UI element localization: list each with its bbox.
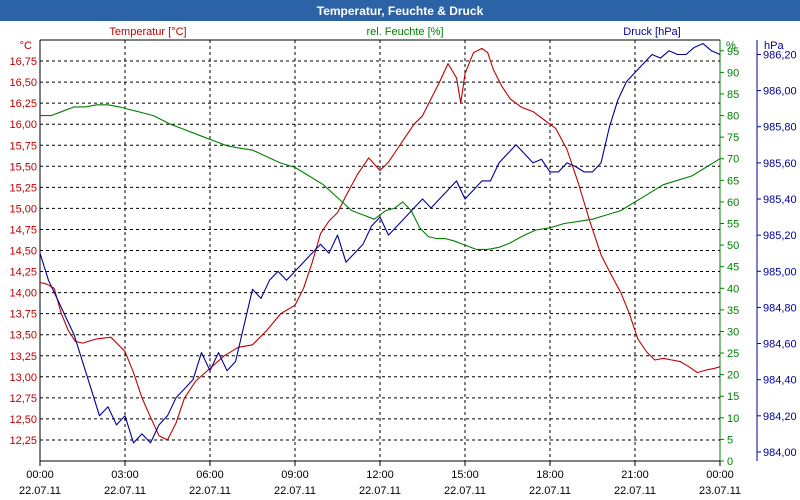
temperature-tick-label: 12,75: [9, 393, 37, 405]
pressure-tick-label: 985,20: [763, 230, 797, 242]
chart-title: Temperatur, Feuchte & Druck: [317, 4, 484, 18]
humidity-tick-label: 80: [727, 111, 739, 123]
x-tick-label-date: 22.07.11: [614, 485, 656, 497]
temperature-tick-label: 12,50: [9, 414, 37, 426]
x-tick-label-time: 21:00: [621, 469, 649, 481]
temperature-tick-label: 13,50: [9, 330, 37, 342]
title-bar: [0, 0, 800, 21]
x-tick-label-time: 12:00: [366, 469, 394, 481]
temperature-tick-label: 15,00: [9, 203, 37, 215]
x-tick-label-time: 09:00: [281, 469, 309, 481]
axis-labels: 00:00 22.07.11 03:00 22.07.11 06:00 22.07.11 0…: [9, 26, 796, 497]
temperature-tick-label: 16,25: [9, 98, 37, 110]
x-tick-label-date: 22.07.11: [529, 485, 571, 497]
pressure-tick-label: 986,20: [763, 49, 797, 61]
humidity-tick-label: 75: [727, 132, 739, 144]
humidity-tick-label: 15: [727, 391, 739, 403]
temperature-series-line: [39, 47, 721, 441]
humidity-tick-label: 40: [727, 283, 739, 295]
x-tick-label-date: 23.07.11: [699, 485, 741, 497]
humidity-tick-label: 70: [727, 154, 739, 166]
x-tick-label-date: 22.07.11: [359, 485, 401, 497]
humidity-tick-label: 65: [727, 175, 739, 187]
pressure-tick-label: 985,00: [763, 266, 797, 278]
humidity-tick-label: 45: [727, 262, 739, 274]
pressure-tick-label: 985,40: [763, 194, 797, 206]
pressure-tick-label: 984,60: [763, 339, 797, 351]
humidity-tick-label: 25: [727, 348, 739, 360]
temperature-tick-label: 12,25: [9, 435, 37, 447]
pressure-tick-label: 984,40: [763, 375, 797, 387]
temperature-tick-label: 15,75: [9, 140, 37, 152]
x-tick-label-date: 22.07.11: [104, 485, 146, 497]
humidity-axis-title: rel. Feuchte [%]: [366, 26, 443, 38]
humidity-tick-label: 60: [727, 197, 739, 209]
humidity-tick-label: 95: [727, 46, 739, 58]
humidity-unit-label: %: [726, 40, 736, 52]
humidity-tick-label: 10: [727, 413, 739, 425]
plot-area: [39, 39, 758, 462]
temperature-tick-label: 14,00: [9, 288, 37, 300]
x-tick-label-date: 22.07.11: [274, 485, 316, 497]
x-tick-label-time: 15:00: [451, 469, 479, 481]
humidity-tick-label: 85: [727, 89, 739, 101]
grid-lines: [39, 40, 761, 466]
humidity-tick-label: 0: [727, 456, 733, 468]
temperature-tick-label: 16,50: [9, 77, 37, 89]
humidity-tick-label: 55: [727, 219, 739, 231]
pressure-tick-label: 984,20: [763, 411, 797, 423]
humidity-tick-label: 35: [727, 305, 739, 317]
x-tick-label-date: 22.07.11: [19, 485, 61, 497]
temperature-tick-label: 16,00: [9, 119, 37, 131]
series-layer: [39, 43, 721, 444]
temperature-tick-label: 15,50: [9, 161, 37, 173]
x-tick-label-time: 00:00: [706, 469, 734, 481]
temperature-tick-label: 14,50: [9, 246, 37, 258]
humidity-tick-label: 90: [727, 67, 739, 79]
temperature-tick-label: 13,00: [9, 372, 37, 384]
pressure-tick-label: 985,60: [763, 158, 797, 170]
temperature-tick-label: 16,75: [9, 56, 37, 68]
pressure-axis-title: Druck [hPa]: [623, 26, 680, 38]
x-tick-label-time: 06:00: [196, 469, 224, 481]
humidity-tick-label: 30: [727, 326, 739, 338]
x-tick-label-date: 22.07.11: [189, 485, 231, 497]
humidity-tick-label: 5: [727, 434, 733, 446]
pressure-tick-label: 984,80: [763, 302, 797, 314]
x-tick-label-time: 00:00: [26, 469, 54, 481]
pressure-tick-label: 985,80: [763, 122, 797, 134]
pressure-tick-label: 986,00: [763, 86, 797, 98]
temperature-tick-label: 14,75: [9, 224, 37, 236]
humidity-tick-label: 20: [727, 370, 739, 382]
x-tick-label-time: 18:00: [536, 469, 564, 481]
pressure-series-line: [39, 43, 721, 444]
temperature-axis-title: Temperatur [°C]: [109, 26, 186, 38]
temperature-tick-label: 14,25: [9, 267, 37, 279]
temperature-tick-label: 13,75: [9, 309, 37, 321]
temperature-unit-label: °C: [20, 40, 32, 52]
humidity-series-line: [40, 104, 721, 250]
temperature-tick-label: 13,25: [9, 351, 37, 363]
x-tick-label-date: 22.07.11: [444, 485, 486, 497]
temperature-tick-label: 15,25: [9, 182, 37, 194]
pressure-tick-label: 984,00: [763, 447, 797, 459]
x-tick-label-time: 03:00: [111, 469, 139, 481]
pressure-unit-label: hPa: [764, 40, 784, 52]
humidity-tick-label: 50: [727, 240, 739, 252]
